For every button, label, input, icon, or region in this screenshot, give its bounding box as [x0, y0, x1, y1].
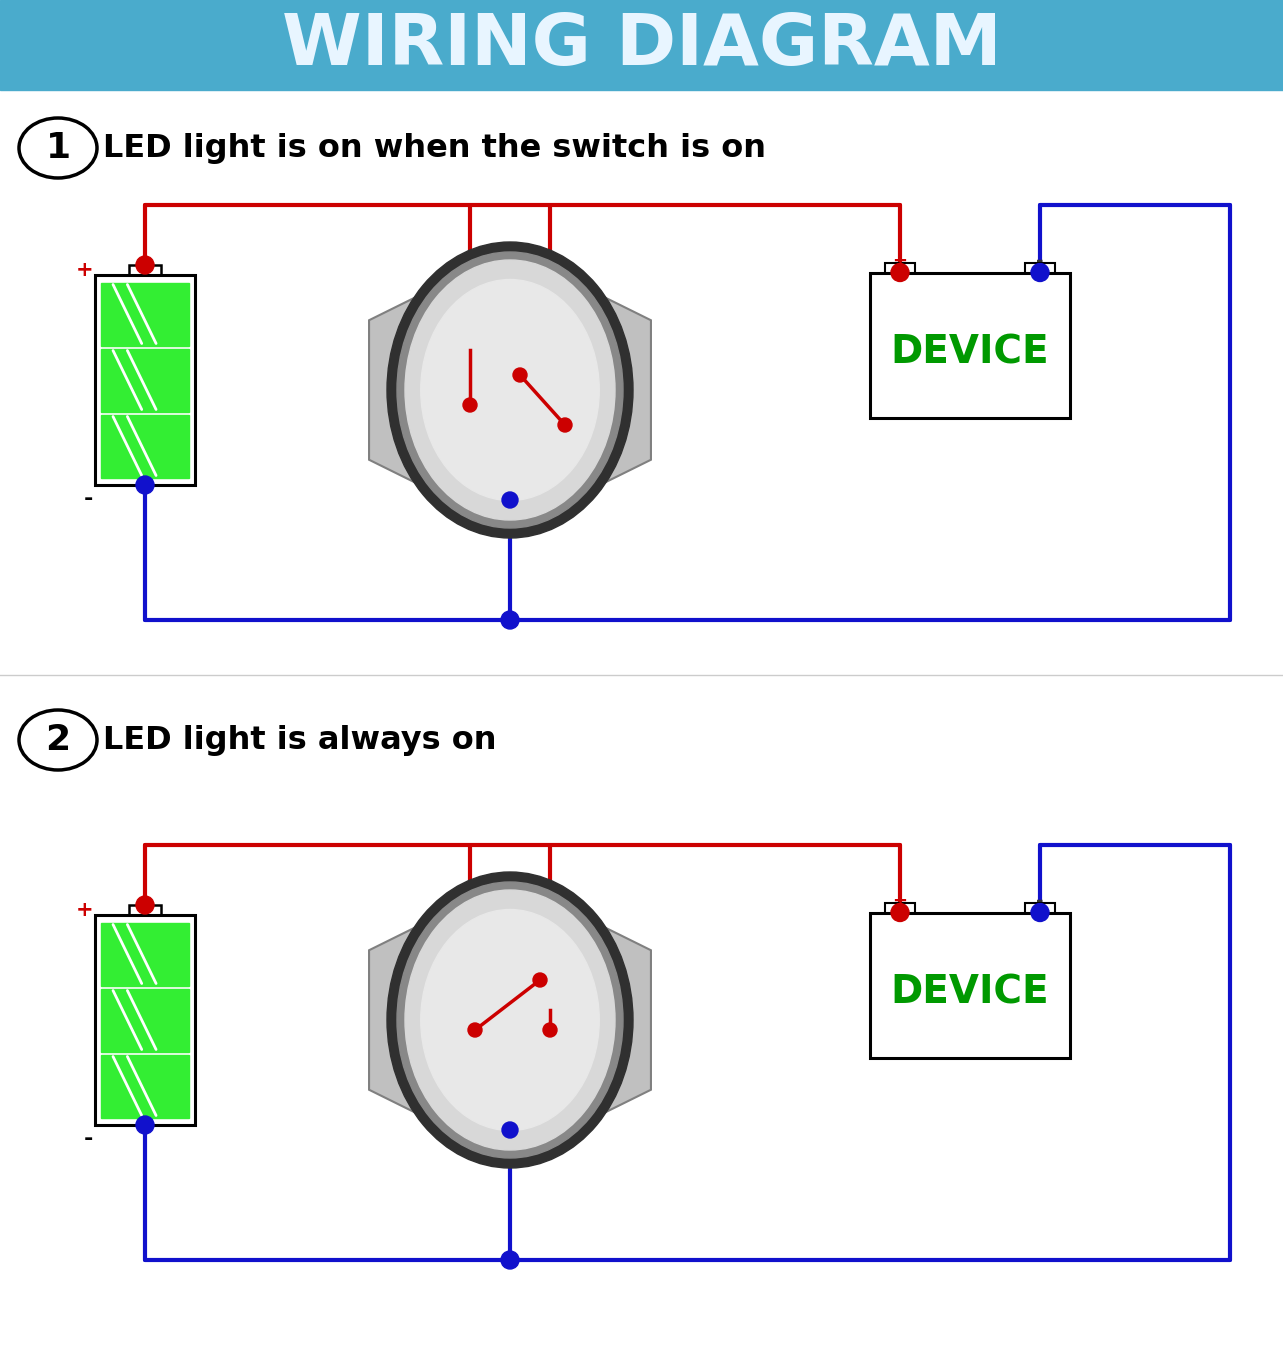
Bar	[885, 263, 915, 272]
Text: +: +	[893, 252, 907, 271]
Bar	[101, 348, 189, 411]
Circle shape	[1032, 263, 1049, 282]
Circle shape	[558, 418, 572, 432]
Circle shape	[502, 492, 518, 509]
Bar	[101, 1055, 189, 1117]
Circle shape	[513, 368, 527, 382]
Circle shape	[1032, 904, 1049, 921]
Ellipse shape	[421, 279, 599, 500]
Bar	[101, 414, 189, 478]
Circle shape	[136, 896, 154, 915]
Text: DEVICE: DEVICE	[890, 974, 1049, 1012]
Polygon shape	[370, 881, 650, 1160]
Text: WIRING DIAGRAM: WIRING DIAGRAM	[282, 11, 1001, 80]
Ellipse shape	[19, 710, 98, 770]
Bar	[1025, 902, 1055, 912]
Circle shape	[502, 1122, 518, 1139]
Bar	[0, 0, 1283, 90]
Text: -: -	[1037, 252, 1044, 271]
Bar	[101, 282, 189, 345]
Circle shape	[136, 256, 154, 274]
Ellipse shape	[19, 117, 98, 178]
Bar	[130, 905, 160, 915]
Circle shape	[136, 1116, 154, 1135]
Circle shape	[463, 398, 477, 411]
Ellipse shape	[396, 882, 624, 1157]
Bar	[1025, 263, 1055, 272]
Text: 1: 1	[45, 131, 71, 165]
Ellipse shape	[421, 909, 599, 1130]
Bar	[101, 923, 189, 986]
Circle shape	[136, 476, 154, 494]
Polygon shape	[370, 251, 650, 530]
Text: DEVICE: DEVICE	[890, 335, 1049, 372]
Ellipse shape	[396, 252, 624, 527]
Text: +: +	[893, 893, 907, 911]
Bar	[130, 264, 160, 275]
Ellipse shape	[387, 241, 633, 538]
Circle shape	[468, 1023, 482, 1037]
Bar	[95, 915, 195, 1125]
Ellipse shape	[387, 871, 633, 1168]
Bar	[101, 989, 189, 1051]
Circle shape	[890, 904, 908, 921]
Text: -: -	[83, 488, 92, 509]
Text: -: -	[1037, 893, 1044, 911]
Text: +: +	[76, 260, 92, 281]
Text: -: -	[83, 1129, 92, 1149]
Text: 2: 2	[45, 723, 71, 757]
Circle shape	[532, 973, 547, 987]
Text: LED light is on when the switch is on: LED light is on when the switch is on	[103, 132, 766, 163]
Circle shape	[500, 611, 520, 629]
Circle shape	[500, 1251, 520, 1269]
Bar	[885, 902, 915, 912]
Bar	[870, 272, 1070, 417]
Text: LED light is always on: LED light is always on	[103, 724, 497, 755]
Bar	[870, 912, 1070, 1058]
Ellipse shape	[405, 260, 615, 519]
Bar	[95, 275, 195, 486]
Text: +: +	[76, 900, 92, 920]
Ellipse shape	[405, 890, 615, 1149]
Circle shape	[543, 1023, 557, 1037]
Circle shape	[890, 263, 908, 282]
